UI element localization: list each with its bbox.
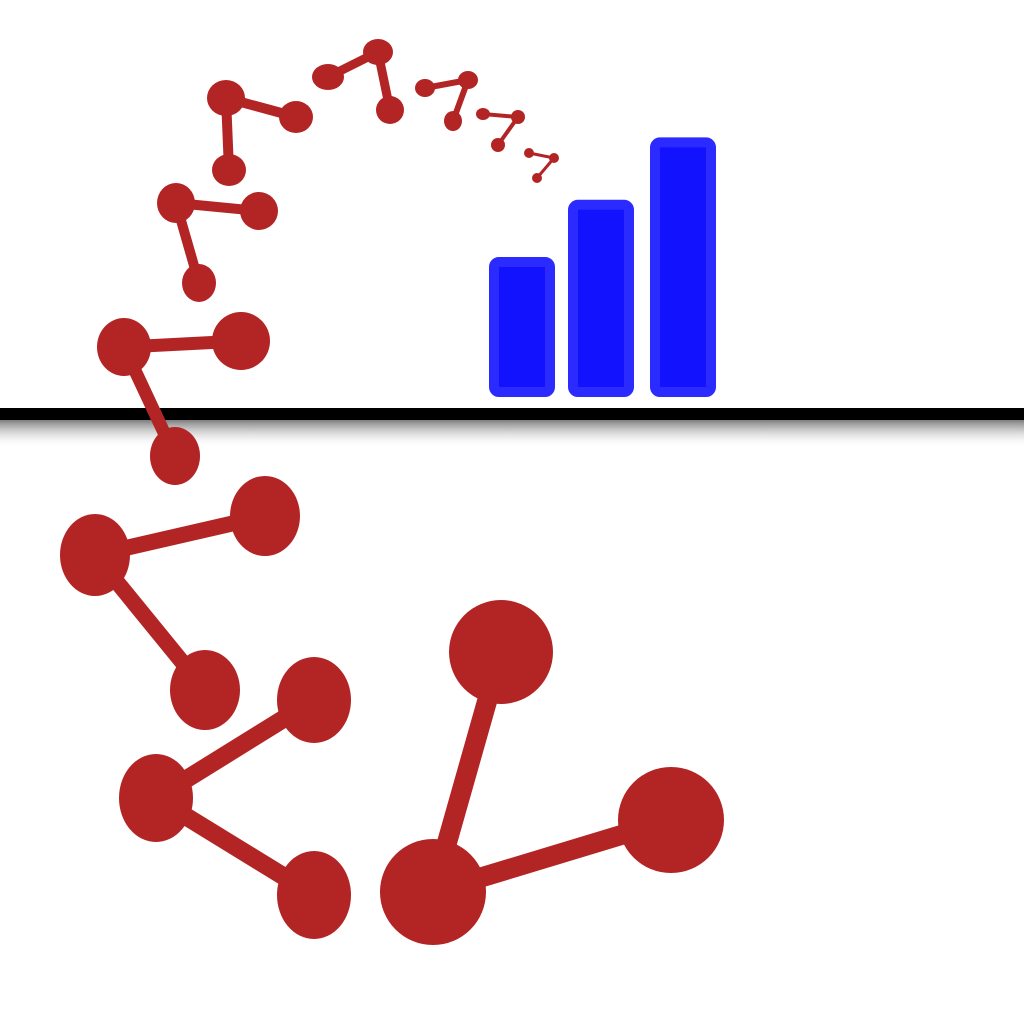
molecule-atom bbox=[376, 96, 404, 124]
molecule-atom bbox=[150, 427, 200, 485]
molecule-atom bbox=[230, 476, 300, 556]
molecule bbox=[207, 80, 313, 186]
molecule-atom bbox=[312, 64, 344, 90]
molecule-atom bbox=[212, 154, 246, 186]
molecule-atom bbox=[212, 312, 270, 370]
molecule-atom bbox=[277, 851, 351, 939]
molecule bbox=[415, 71, 478, 131]
molecule-atom bbox=[279, 101, 313, 133]
molecule-atom bbox=[97, 318, 151, 376]
molecule bbox=[312, 39, 404, 124]
molecule-atom bbox=[415, 79, 435, 97]
molecule bbox=[97, 312, 270, 485]
molecule-atom bbox=[458, 71, 478, 89]
molecule-atom bbox=[476, 108, 490, 120]
molecule-atom bbox=[491, 138, 505, 152]
molecule-atom bbox=[182, 264, 216, 302]
bar-chart-icon bbox=[489, 137, 716, 397]
chart-bar bbox=[650, 137, 716, 397]
chart-bar bbox=[489, 257, 555, 397]
molecule-atom bbox=[277, 657, 351, 743]
molecule bbox=[60, 476, 300, 730]
molecule-atom bbox=[380, 839, 486, 945]
molecule bbox=[476, 108, 525, 152]
molecule-atom bbox=[240, 192, 278, 230]
molecule bbox=[380, 600, 724, 945]
molecule-atom bbox=[119, 754, 193, 842]
molecule bbox=[524, 148, 559, 183]
molecule-atom bbox=[60, 514, 130, 596]
molecule-chain-icon bbox=[60, 39, 724, 945]
molecule-atom bbox=[549, 153, 559, 163]
molecule bbox=[119, 657, 351, 939]
molecule-atom bbox=[524, 148, 534, 158]
molecule-atom bbox=[444, 111, 462, 131]
molecule-atom bbox=[363, 39, 393, 65]
molecule-atom bbox=[170, 650, 240, 730]
molecule-atom bbox=[511, 110, 525, 124]
horizon-stroke bbox=[0, 408, 1024, 420]
molecule-atom bbox=[618, 767, 724, 873]
molecule-atom bbox=[207, 80, 245, 116]
molecule-atom bbox=[532, 173, 542, 183]
chart-bar bbox=[568, 199, 634, 397]
molecule bbox=[157, 183, 278, 302]
molecule-atom bbox=[157, 183, 195, 223]
molecule-atom bbox=[449, 600, 553, 704]
